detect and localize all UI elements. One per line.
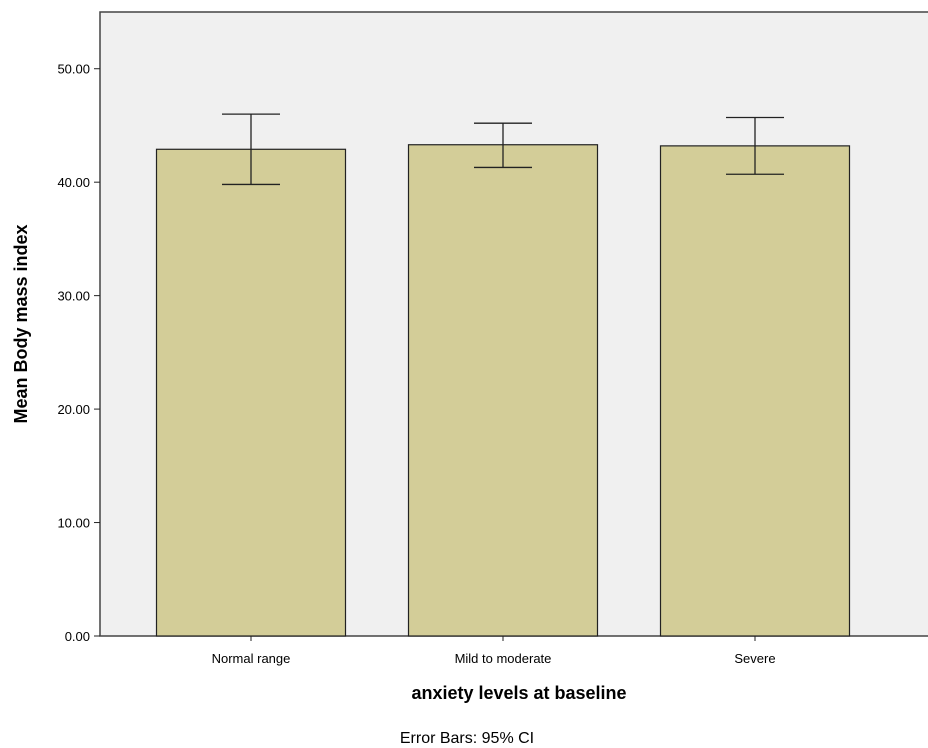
y-tick-label: 20.00 — [57, 402, 90, 417]
bar — [407, 144, 599, 637]
error-bars-group — [222, 113, 784, 186]
x-axis-title: anxiety levels at baseline — [411, 683, 626, 703]
bars-group — [155, 144, 851, 637]
y-tick-label: 30.00 — [57, 289, 90, 304]
bar — [659, 145, 851, 637]
error-bars-note: Error Bars: 95% CI — [400, 730, 534, 747]
y-axis-title: Mean Body mass index — [11, 224, 31, 423]
x-tick-label: Mild to moderate — [455, 651, 552, 666]
y-axis: 0.00 10.00 20.00 30.00 40.00 50.00 — [57, 62, 100, 644]
y-tick-label: 10.00 — [57, 516, 90, 531]
y-tick-label: 50.00 — [57, 62, 90, 77]
y-tick-label: 40.00 — [57, 175, 90, 190]
x-tick-label: Normal range — [212, 651, 291, 666]
x-tick-label: Severe — [734, 651, 775, 666]
y-tick-label: 0.00 — [65, 629, 90, 644]
bar — [155, 148, 347, 637]
x-axis: Normal range Mild to moderate Severe — [212, 636, 776, 666]
